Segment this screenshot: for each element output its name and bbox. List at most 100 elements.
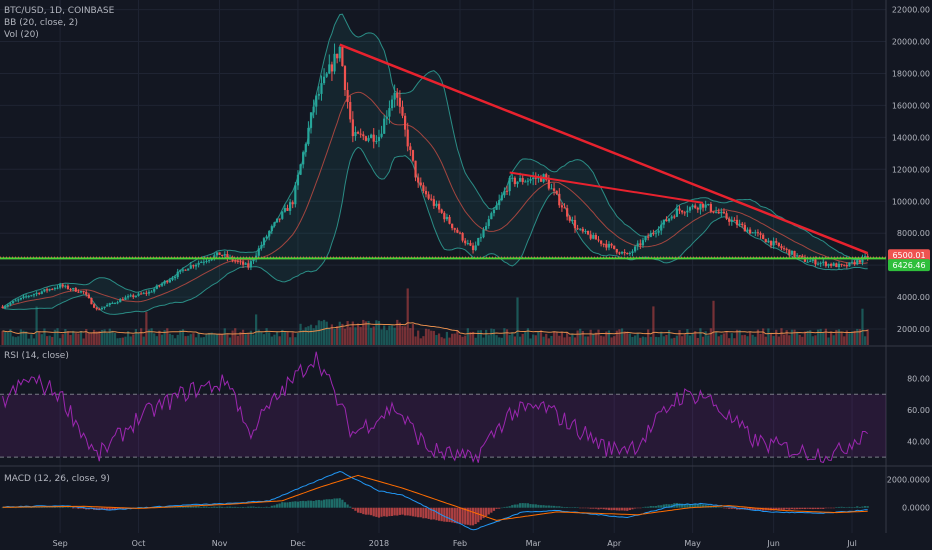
candle-body xyxy=(748,229,752,234)
macd-hist-bar xyxy=(647,506,650,508)
volume-bar xyxy=(775,329,778,345)
macd-hist-bar xyxy=(45,507,49,508)
volume-bar xyxy=(333,329,336,345)
volume-bar xyxy=(17,336,20,345)
candle-body xyxy=(623,252,626,254)
volume-bar xyxy=(798,334,801,345)
volume-bar xyxy=(837,329,841,345)
macd-hist-bar xyxy=(281,502,284,508)
macd-hist-bar xyxy=(866,506,869,508)
candle-body xyxy=(205,261,208,263)
candle-body xyxy=(798,255,801,257)
candle-body xyxy=(257,248,260,256)
candle-body xyxy=(312,106,315,113)
macd-hist-bar xyxy=(79,507,83,509)
volume-bar xyxy=(479,330,483,345)
candle-body xyxy=(633,246,637,252)
volume-bar xyxy=(670,338,673,345)
volume-bar xyxy=(508,335,511,345)
macd-hist-bar xyxy=(748,507,752,510)
candle-body xyxy=(291,202,294,205)
candle-body xyxy=(296,174,300,186)
volume-bar xyxy=(644,337,647,345)
candle-body xyxy=(160,283,164,286)
volume-bar xyxy=(59,338,62,345)
candle-body xyxy=(260,245,263,249)
volume-bar xyxy=(155,336,158,345)
candle-body xyxy=(390,99,394,109)
candle-body xyxy=(218,252,221,255)
volume-bar xyxy=(516,297,519,345)
candle-body xyxy=(119,299,122,303)
rsi-tick-label: 60.00 xyxy=(907,406,930,415)
candle-body xyxy=(72,288,75,290)
macd-hist-bar xyxy=(354,507,357,511)
volume-bar xyxy=(730,333,733,345)
candle-body xyxy=(785,248,788,250)
volume-bar xyxy=(471,331,475,345)
volume-bar xyxy=(223,328,226,345)
volume-bar xyxy=(469,332,472,345)
macd-hist-bar xyxy=(516,504,519,508)
volume-bar xyxy=(576,330,579,345)
candle-body xyxy=(858,260,861,263)
candle-body xyxy=(767,240,770,243)
macd-hist-bar xyxy=(594,507,598,509)
volume-bar xyxy=(678,330,681,345)
candle-body xyxy=(174,277,177,279)
macd-hist-bar xyxy=(116,507,119,510)
candle-body xyxy=(691,205,694,208)
macd-hist-bar xyxy=(351,507,354,509)
candle-body xyxy=(207,260,211,262)
price-tick-label: 12000.00 xyxy=(892,165,930,174)
macd-hist-bar xyxy=(628,507,631,511)
volume-bar xyxy=(866,329,869,345)
time-tick-label: May xyxy=(684,539,701,548)
volume-bar xyxy=(325,321,328,345)
macd-hist-bar xyxy=(633,507,637,509)
volume-bar xyxy=(681,336,684,345)
volume-bar xyxy=(226,334,229,345)
macd-hist-bar xyxy=(307,500,310,508)
candle-body xyxy=(6,304,9,307)
volume-bar xyxy=(38,331,41,345)
candle-body xyxy=(299,164,302,175)
macd-hist-bar xyxy=(14,507,17,509)
macd-hist-bar xyxy=(576,507,579,508)
macd-hist-bar xyxy=(273,505,276,508)
macd-hist-bar xyxy=(388,507,391,517)
volume-bar xyxy=(579,328,582,345)
macd-hist-bar xyxy=(754,507,757,511)
macd-hist-bar xyxy=(48,507,51,508)
volume-bar xyxy=(299,323,302,345)
volume-bar xyxy=(743,334,746,345)
macd-hist-bar xyxy=(385,507,388,517)
macd-hist-bar xyxy=(573,507,577,508)
candle-body xyxy=(741,223,744,226)
macd-hist-bar xyxy=(309,500,313,508)
macd-hist-bar xyxy=(113,507,117,510)
candle-body xyxy=(681,210,684,213)
volume-bar xyxy=(586,336,590,345)
candle-body xyxy=(17,299,20,301)
volume-bar xyxy=(377,320,381,345)
volume-bar xyxy=(788,335,791,345)
candle-body xyxy=(735,219,739,225)
macd-hist-bar xyxy=(260,507,263,508)
macd-hist-bar xyxy=(464,507,467,525)
macd-hist-bar xyxy=(482,507,485,519)
candle-body xyxy=(686,210,689,213)
macd-hist-bar xyxy=(359,507,362,514)
candle-body xyxy=(657,230,660,233)
macd-hist-bar xyxy=(547,505,550,508)
price-tick-label: 20000.00 xyxy=(892,38,930,47)
volume-bar xyxy=(652,306,655,345)
macd-hist-bar xyxy=(121,507,124,510)
macd-hist-bar xyxy=(51,507,54,508)
volume-bar xyxy=(398,322,401,345)
candle-body xyxy=(77,291,80,293)
volume-bar xyxy=(545,333,548,345)
candle-body xyxy=(166,281,169,283)
volume-bar xyxy=(129,336,132,345)
